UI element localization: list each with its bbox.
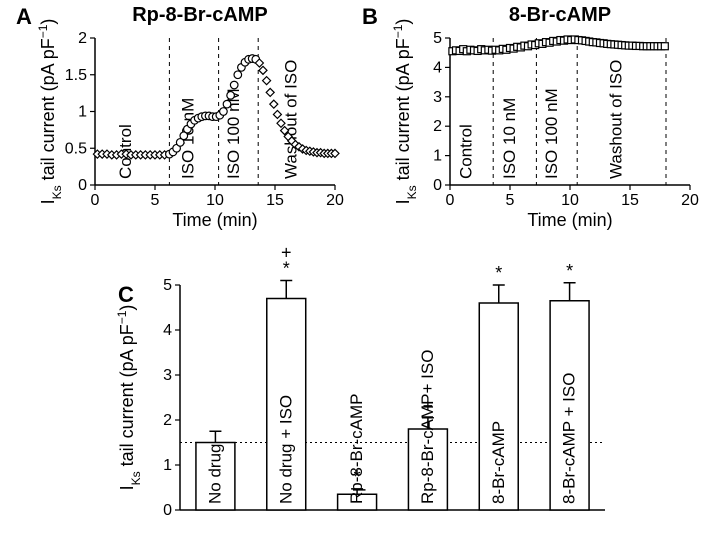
svg-text:0: 0 [78, 177, 87, 194]
svg-text:*: * [495, 263, 502, 283]
svg-text:0: 0 [446, 192, 455, 209]
svg-text:5: 5 [163, 277, 172, 294]
svg-text:15: 15 [266, 192, 284, 209]
panel-a-label: A [16, 4, 32, 30]
panel-b-chart: 01234505101520Time (min)IKs tail current… [395, 30, 695, 230]
svg-text:2: 2 [163, 412, 172, 429]
svg-text:Washout of ISO: Washout of ISO [282, 60, 301, 179]
svg-text:*: * [566, 261, 573, 281]
svg-text:Washout of ISO: Washout of ISO [607, 60, 626, 179]
svg-text:Rp-8-Br-cAMP+ ISO: Rp-8-Br-cAMP+ ISO [418, 350, 437, 504]
svg-text:IKs tail current (pA pF−1): IKs tail current (pA pF−1) [115, 305, 143, 491]
panel-b-title: 8-Br-cAMP [460, 4, 660, 27]
svg-text:+: + [281, 243, 292, 263]
svg-text:0: 0 [163, 502, 172, 519]
svg-text:4: 4 [163, 322, 172, 339]
panel-a-title: Rp-8-Br-cAMP [90, 4, 310, 27]
svg-text:1: 1 [163, 457, 172, 474]
panel-b-label: B [362, 4, 378, 30]
svg-text:4: 4 [433, 59, 442, 76]
svg-text:2: 2 [78, 30, 87, 47]
svg-text:10: 10 [561, 192, 579, 209]
svg-text:0.5: 0.5 [65, 140, 87, 157]
svg-text:5: 5 [506, 192, 515, 209]
svg-text:No drug + ISO: No drug + ISO [276, 395, 295, 504]
svg-text:Rp-8-Br-cAMP: Rp-8-Br-cAMP [347, 393, 366, 504]
svg-text:8-Br-cAMP: 8-Br-cAMP [489, 421, 508, 504]
svg-text:15: 15 [621, 192, 639, 209]
svg-text:0: 0 [91, 192, 100, 209]
svg-text:1.5: 1.5 [65, 67, 87, 84]
svg-text:Time (min): Time (min) [527, 210, 612, 230]
svg-text:No drug: No drug [205, 444, 224, 504]
svg-text:2: 2 [433, 118, 442, 135]
svg-text:0: 0 [433, 177, 442, 194]
svg-text:8-Br-cAMP + ISO: 8-Br-cAMP + ISO [560, 373, 579, 504]
panel-c-chart: 0 1 2 3 4 5 IKs tail current (pA pF−1) No drug *… [115, 260, 615, 530]
svg-text:3: 3 [163, 367, 172, 384]
panel-a-chart: 00.511.5205101520Time (min)IKs tail curr… [40, 30, 340, 230]
svg-text:1: 1 [433, 148, 442, 165]
svg-text:20: 20 [681, 192, 699, 209]
svg-text:Control: Control [457, 124, 476, 179]
svg-text:Time (min): Time (min) [172, 210, 257, 230]
svg-text:5: 5 [433, 30, 442, 47]
svg-text:1: 1 [78, 104, 87, 121]
svg-text:10: 10 [206, 192, 224, 209]
svg-text:ISO 100 nM: ISO 100 nM [542, 88, 561, 179]
svg-text:ISO 10 nM: ISO 10 nM [500, 98, 519, 179]
svg-text:3: 3 [433, 89, 442, 106]
svg-text:5: 5 [151, 192, 160, 209]
svg-text:IKs tail current (pA pF−1): IKs tail current (pA pF−1) [391, 19, 419, 205]
svg-text:IKs tail current (pA pF−1): IKs tail current (pA pF−1) [36, 19, 64, 205]
svg-text:20: 20 [326, 192, 344, 209]
figure-root: A Rp-8-Br-cAMP 00.511.5205101520Time (mi… [0, 0, 709, 534]
